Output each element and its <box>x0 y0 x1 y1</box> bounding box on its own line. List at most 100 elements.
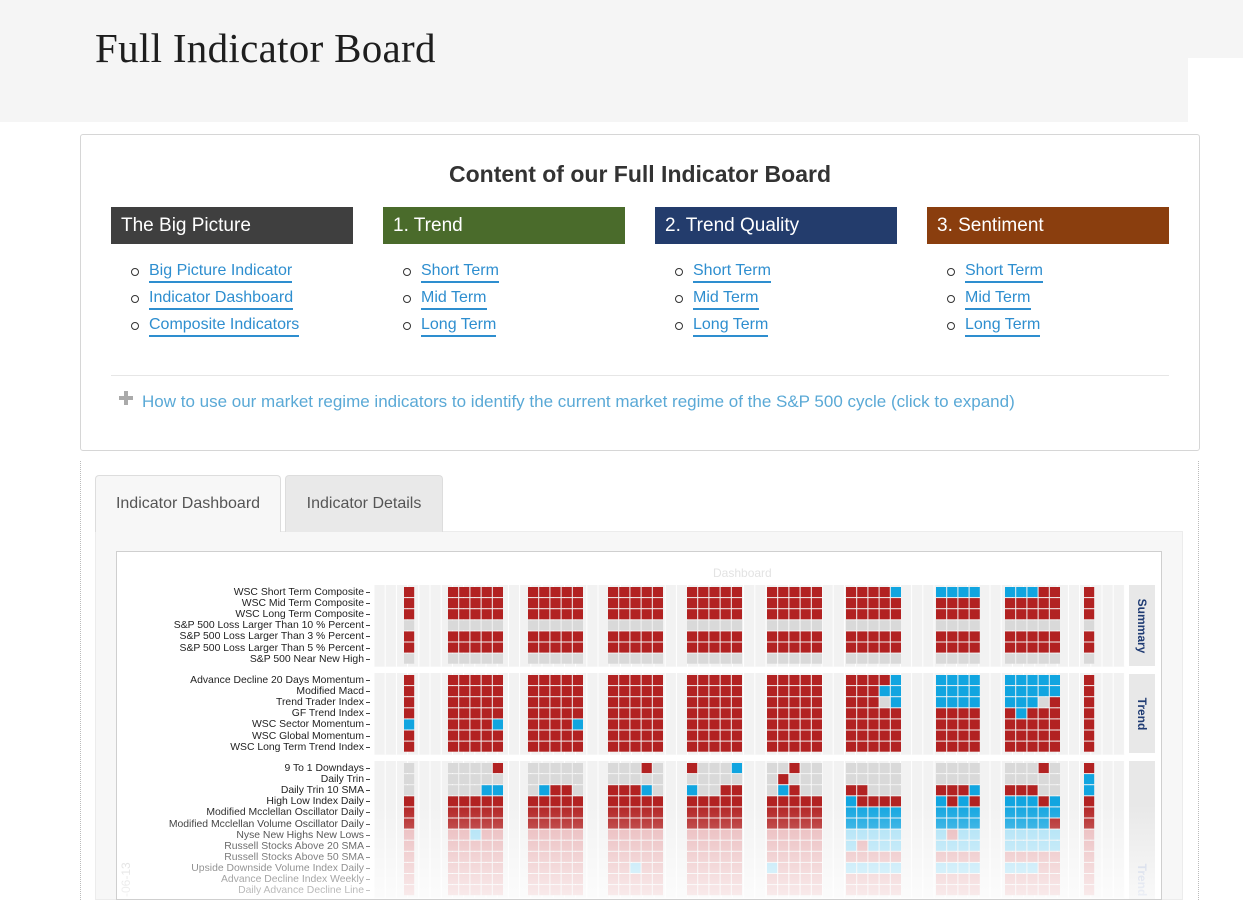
heatmap-cell <box>868 609 879 620</box>
heatmap-cell <box>448 818 459 829</box>
link-sentiment-mid-term[interactable]: Mid Term <box>965 289 1031 310</box>
heatmap-cell <box>641 807 652 818</box>
tab-indicator-details[interactable]: Indicator Details <box>285 475 443 532</box>
heatmap-cell <box>890 620 901 631</box>
heatmap-cell <box>879 587 890 598</box>
row-label: Nyse New Highs New Lows <box>236 829 370 841</box>
heatmap-cell <box>1038 741 1049 752</box>
heatmap-cell <box>1027 708 1038 719</box>
heatmap-cell <box>528 587 539 598</box>
row-label: WSC Long Term Trend Index <box>230 741 370 753</box>
heatmap-cell <box>947 587 958 598</box>
heatmap-cell <box>492 785 503 796</box>
heatmap-cell <box>459 741 470 752</box>
heatmap-cell <box>767 708 778 719</box>
heatmap-cell <box>879 686 890 697</box>
heatmap-cell <box>448 796 459 807</box>
heatmap-cell <box>630 708 641 719</box>
heatmap-cell <box>720 686 731 697</box>
link-indicator-dashboard[interactable]: Indicator Dashboard <box>149 289 294 310</box>
link-quality-mid-term[interactable]: Mid Term <box>693 289 759 310</box>
heatmap-cell <box>492 807 503 818</box>
list-item: Indicator Dashboard <box>131 289 353 316</box>
heatmap-cell <box>890 631 901 642</box>
heatmap-cell <box>1005 708 1016 719</box>
heatmap-cell <box>857 796 868 807</box>
plus-icon[interactable] <box>119 391 133 405</box>
heatmap-cell <box>619 587 630 598</box>
heatmap-cell <box>846 653 857 664</box>
heatmap-cell <box>1049 642 1060 653</box>
link-trend-long-term[interactable]: Long Term <box>421 316 497 337</box>
expand-text[interactable]: How to use our market regime indicators … <box>142 392 1015 411</box>
heatmap-cell <box>448 708 459 719</box>
heatmap-cell <box>1049 587 1060 598</box>
heatmap-cell <box>1016 885 1027 896</box>
link-quality-long-term[interactable]: Long Term <box>693 316 769 337</box>
heatmap-cell <box>687 631 698 642</box>
heatmap-cell <box>528 851 539 862</box>
heatmap-cell <box>641 730 652 741</box>
list-item: Short Term <box>947 262 1169 289</box>
heatmap-cell <box>800 719 811 730</box>
tab-indicator-dashboard[interactable]: Indicator Dashboard <box>95 475 281 532</box>
heatmap-cell <box>630 653 641 664</box>
heatmap-cell <box>846 620 857 631</box>
heatmap-cell <box>709 631 720 642</box>
heatmap-cell <box>936 840 947 851</box>
heatmap-cell <box>528 631 539 642</box>
heatmap-cell <box>687 620 698 631</box>
heatmap-cell <box>698 719 709 730</box>
heatmap-cell <box>539 885 550 896</box>
heatmap-cell <box>698 774 709 785</box>
row-label: Modified Macd <box>296 686 370 698</box>
heatmap-cell <box>1049 829 1060 840</box>
heatmap-cell <box>767 829 778 840</box>
heatmap-cell <box>890 587 901 598</box>
heatmap-cell <box>709 885 720 896</box>
heatmap-cell <box>868 598 879 609</box>
link-big-picture-indicator[interactable]: Big Picture Indicator <box>149 262 293 283</box>
heatmap-cell <box>778 807 789 818</box>
heatmap-cell <box>789 785 800 796</box>
heatmap-cell <box>890 730 901 741</box>
link-trend-mid-term[interactable]: Mid Term <box>421 289 487 310</box>
heatmap-cell <box>1027 862 1038 873</box>
heatmap-cell <box>619 885 630 896</box>
heatmap-cell <box>846 631 857 642</box>
heatmap-cell <box>720 818 731 829</box>
heatmap-cell <box>528 708 539 719</box>
expand-toggle[interactable]: How to use our market regime indicators … <box>119 391 1015 412</box>
heatmap-cell <box>846 885 857 896</box>
panel-label-lower: Trend <box>1135 863 1149 897</box>
link-quality-short-term[interactable]: Short Term <box>693 262 771 283</box>
heatmap-cell <box>1038 609 1049 620</box>
link-trend-short-term[interactable]: Short Term <box>421 262 499 283</box>
heatmap-cell <box>550 829 561 840</box>
heatmap-cell <box>1016 631 1027 642</box>
heatmap-cell <box>539 874 550 885</box>
link-sentiment-long-term[interactable]: Long Term <box>965 316 1041 337</box>
heatmap-cell <box>470 719 481 730</box>
heatmap-cell <box>767 653 778 664</box>
row-label: Daily Trin <box>320 774 371 786</box>
heatmap-cell <box>630 874 641 885</box>
heatmap-cell <box>969 697 980 708</box>
heatmap-cell <box>879 774 890 785</box>
heatmap-cell <box>846 642 857 653</box>
heatmap-cell <box>958 609 969 620</box>
heatmap-cell <box>890 763 901 774</box>
heatmap-cell <box>778 719 789 730</box>
heatmap-cell <box>1084 829 1095 840</box>
link-sentiment-short-term[interactable]: Short Term <box>965 262 1043 283</box>
heatmap-cell <box>958 796 969 807</box>
heatmap-cell <box>709 807 720 818</box>
link-composite-indicators[interactable]: Composite Indicators <box>149 316 300 337</box>
heatmap-cell <box>720 741 731 752</box>
heatmap-cell <box>767 609 778 620</box>
heatmap-cell <box>687 686 698 697</box>
heatmap-cell <box>800 885 811 896</box>
heatmap-cell <box>879 741 890 752</box>
heatmap-cell <box>731 675 742 686</box>
heatmap-cell <box>890 874 901 885</box>
